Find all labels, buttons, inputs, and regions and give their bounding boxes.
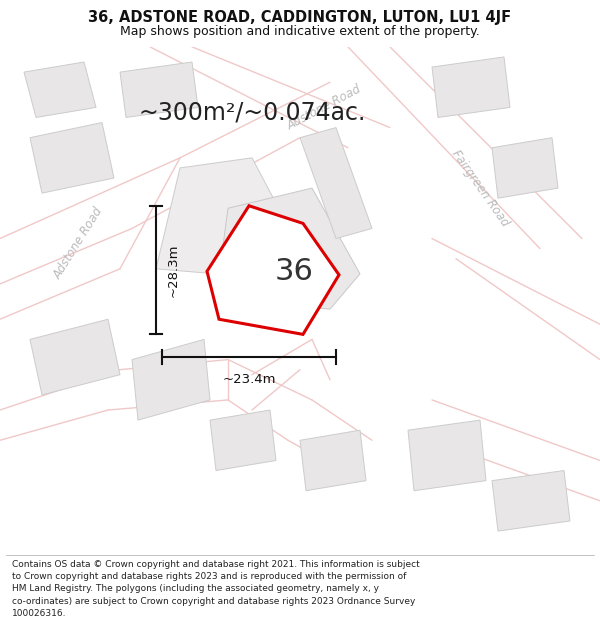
Polygon shape — [492, 471, 570, 531]
Text: Adstone Road: Adstone Road — [51, 206, 105, 282]
Text: 36, ADSTONE ROAD, CADDINGTON, LUTON, LU1 4JF: 36, ADSTONE ROAD, CADDINGTON, LUTON, LU1… — [88, 10, 512, 25]
Text: ~28.3m: ~28.3m — [167, 243, 180, 297]
Polygon shape — [30, 319, 120, 395]
Polygon shape — [408, 420, 486, 491]
Text: 100026316.: 100026316. — [12, 609, 67, 618]
Polygon shape — [30, 122, 114, 193]
Text: Map shows position and indicative extent of the property.: Map shows position and indicative extent… — [120, 26, 480, 39]
Text: Contains OS data © Crown copyright and database right 2021. This information is : Contains OS data © Crown copyright and d… — [12, 560, 420, 569]
Text: 36: 36 — [275, 257, 313, 286]
Polygon shape — [216, 188, 360, 309]
Polygon shape — [156, 158, 300, 279]
Text: HM Land Registry. The polygons (including the associated geometry, namely x, y: HM Land Registry. The polygons (includin… — [12, 584, 379, 594]
Text: Adstone Road: Adstone Road — [284, 82, 364, 132]
Polygon shape — [132, 339, 210, 420]
Text: ~23.4m: ~23.4m — [222, 373, 276, 386]
Polygon shape — [24, 62, 96, 118]
Text: co-ordinates) are subject to Crown copyright and database rights 2023 Ordnance S: co-ordinates) are subject to Crown copyr… — [12, 597, 415, 606]
Text: ~300m²/~0.074ac.: ~300m²/~0.074ac. — [139, 101, 365, 124]
Polygon shape — [210, 410, 276, 471]
Polygon shape — [300, 430, 366, 491]
Polygon shape — [207, 206, 339, 334]
Polygon shape — [300, 127, 372, 239]
Text: to Crown copyright and database rights 2023 and is reproduced with the permissio: to Crown copyright and database rights 2… — [12, 572, 406, 581]
Polygon shape — [492, 138, 558, 198]
Polygon shape — [432, 57, 510, 118]
Text: Fairgreen Road: Fairgreen Road — [449, 148, 511, 229]
Polygon shape — [120, 62, 198, 118]
